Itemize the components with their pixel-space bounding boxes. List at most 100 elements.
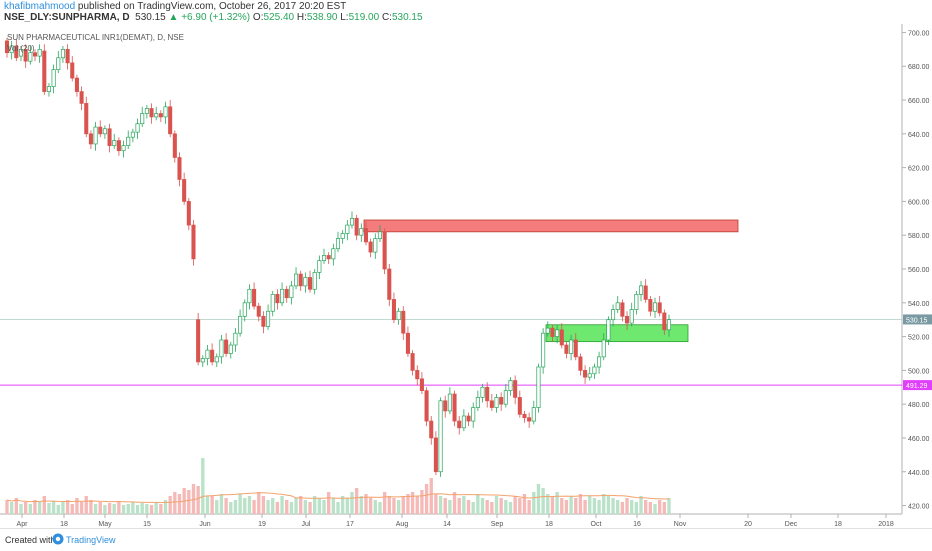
candle-body xyxy=(527,417,532,422)
close-label: C: xyxy=(381,12,392,23)
open-value: 525.40 xyxy=(263,12,295,23)
x-tick-label: 16 xyxy=(633,521,641,528)
volume-bar xyxy=(126,504,130,514)
volume-bar xyxy=(546,494,550,514)
volume-bar xyxy=(504,500,508,514)
candle-body xyxy=(60,48,65,59)
candle-body xyxy=(424,390,429,422)
volume-bar xyxy=(522,494,527,514)
candle-body xyxy=(578,356,583,371)
candle-body xyxy=(158,113,163,118)
candle-body xyxy=(107,128,112,147)
volume-bar xyxy=(37,502,42,514)
y-tick-label: 480.00 xyxy=(908,402,930,409)
volume-bar xyxy=(336,502,340,514)
created-with-text: Created with xyxy=(5,535,56,545)
candle-body xyxy=(32,52,38,57)
volume-bar xyxy=(56,505,60,514)
series-title: SUN PHARMACEUTICAL INR1(DEMAT), D, NSE xyxy=(7,33,184,42)
candle-body xyxy=(154,113,159,118)
volume-bar xyxy=(527,500,531,514)
x-tick-label: 18 xyxy=(834,521,842,528)
candle-body xyxy=(629,309,634,324)
candle-body xyxy=(126,136,131,147)
volume-bar xyxy=(93,504,98,514)
candle-body xyxy=(401,310,406,334)
candle-body xyxy=(135,123,140,133)
volume-bar xyxy=(14,498,19,514)
volume-bar xyxy=(611,498,615,514)
candle-body xyxy=(447,393,452,412)
candle-body xyxy=(280,288,285,304)
volume-bar xyxy=(382,492,387,514)
volume-bar xyxy=(653,504,657,514)
volume-bar xyxy=(51,501,56,514)
volume-bar xyxy=(513,496,517,514)
volume-bar xyxy=(191,484,196,514)
volume-bar xyxy=(33,500,37,514)
volume-bar xyxy=(261,496,266,514)
volume-bar xyxy=(350,492,354,514)
volume-bar xyxy=(79,502,84,514)
candle-body xyxy=(205,349,210,359)
candle-body xyxy=(433,437,438,473)
volume-bar xyxy=(499,498,503,514)
volume-bar xyxy=(429,478,433,514)
candle-body xyxy=(317,260,322,273)
tradingview-brand-link[interactable]: TradingView xyxy=(66,535,116,545)
volume-bar xyxy=(233,500,238,514)
volume-bar xyxy=(196,486,200,514)
y-tick-label: 680.00 xyxy=(908,64,930,71)
price-chart[interactable]: 700.00 680.00 660.00 640.00 620.00 600.00 580.… xyxy=(0,24,932,528)
candle-body xyxy=(275,293,280,304)
volume-bar xyxy=(434,494,438,514)
volume-bar xyxy=(271,498,275,514)
candle-body xyxy=(522,413,527,419)
y-tick-label: 660.00 xyxy=(908,98,930,105)
volume-bar xyxy=(5,500,9,514)
candle-body xyxy=(620,302,625,317)
candle-body xyxy=(555,329,560,337)
volume-bar xyxy=(224,498,228,514)
candle-body xyxy=(340,233,345,239)
volume-bar xyxy=(667,498,671,514)
volume-bar xyxy=(308,502,312,514)
candle-body xyxy=(163,106,168,118)
volume-bar xyxy=(9,502,14,514)
volume-bar xyxy=(89,500,93,514)
volume-bar xyxy=(508,502,513,514)
chart-canvas[interactable]: 700.00 680.00 660.00 640.00 620.00 600.00 580.… xyxy=(0,24,932,528)
candle-body xyxy=(242,302,247,317)
volume-bar xyxy=(28,504,32,514)
candle-body xyxy=(368,241,373,253)
volume-bar xyxy=(107,503,112,514)
volume-bar xyxy=(47,503,51,514)
candle-body xyxy=(541,332,546,368)
publish-info: published on TradingView.com, October 26… xyxy=(75,1,347,12)
volume-bar xyxy=(173,492,177,514)
volume-bar xyxy=(19,504,23,514)
candle-body xyxy=(303,277,308,287)
candle-body xyxy=(657,302,662,314)
volume-bar xyxy=(597,500,601,514)
volume-bar xyxy=(243,498,247,514)
volume-bar xyxy=(452,492,457,514)
volume-bar xyxy=(65,500,70,514)
x-tick-label: Oct xyxy=(591,521,602,528)
author-link[interactable]: khafibmahmood xyxy=(4,1,76,12)
last-price: 530.15 xyxy=(135,12,166,23)
volume-bar xyxy=(448,500,452,514)
volume-bar xyxy=(177,494,182,514)
candle-body xyxy=(224,339,229,354)
x-tick-label: Jul xyxy=(302,521,311,528)
volume-bar xyxy=(317,498,322,514)
x-tick-label: 14 xyxy=(443,521,451,528)
volume-bar xyxy=(410,492,415,514)
candle-body xyxy=(429,420,434,439)
resistance-zone xyxy=(363,219,739,233)
candle-body xyxy=(377,231,382,239)
candle-body xyxy=(545,327,550,334)
candle-body xyxy=(289,285,294,299)
candle-body xyxy=(489,400,494,408)
volume-bar xyxy=(252,500,256,514)
